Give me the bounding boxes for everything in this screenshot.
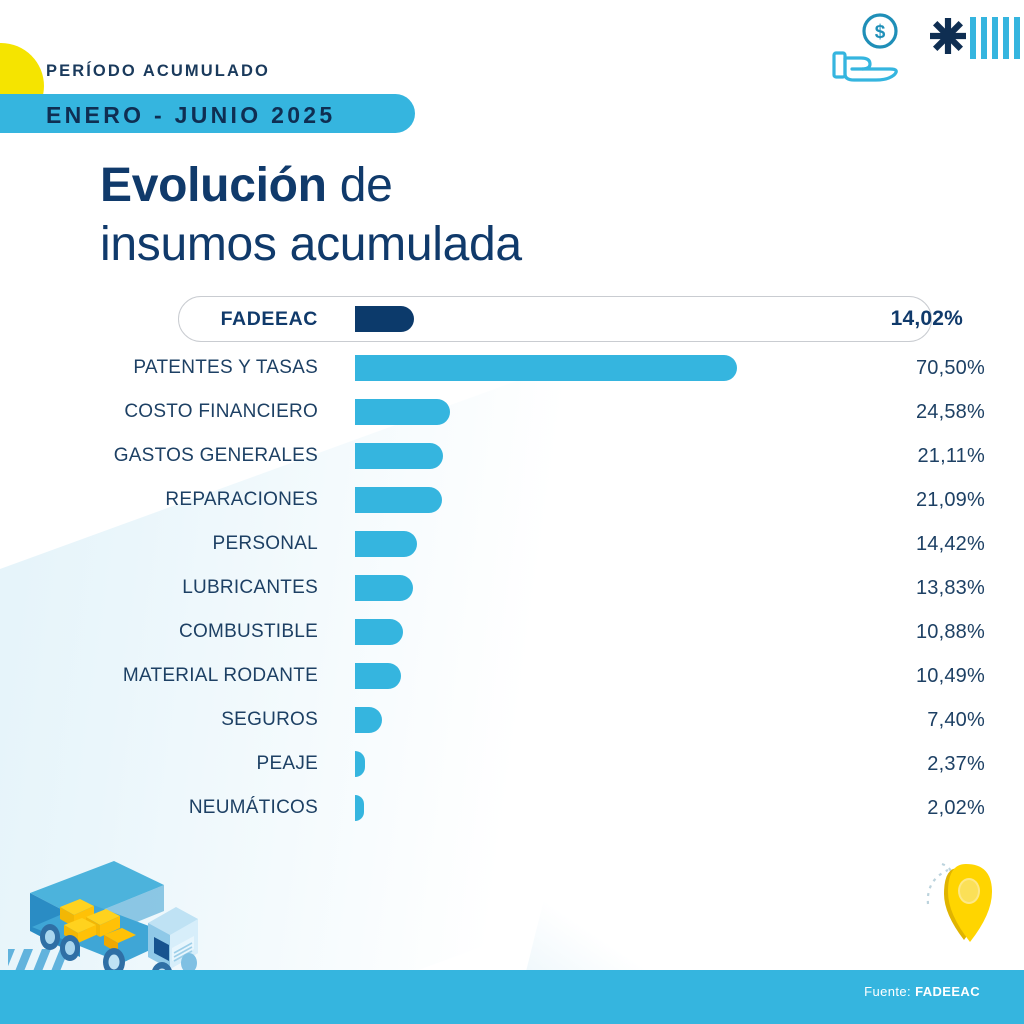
chart-row-track <box>355 795 835 821</box>
chart-row-track <box>355 619 835 645</box>
chart-row-track <box>355 663 835 689</box>
chart-row: PERSONAL 14,42% <box>0 522 1024 566</box>
bar-chart: FADEEAC 14,02% PATENTES Y TASAS 70,50% COSTO… <box>0 296 1024 830</box>
chart-row-value: 7,40% <box>927 708 985 731</box>
chart-row-value: 14,02% <box>890 307 963 330</box>
chart-row-track <box>355 707 835 733</box>
footer-source-name: FADEEAC <box>915 984 980 999</box>
chart-row: MATERIAL RODANTE 10,49% <box>0 654 1024 698</box>
page-title: Evolución de insumos acumulada <box>100 157 800 274</box>
chart-row-track <box>355 399 835 425</box>
chart-row-track <box>355 751 835 777</box>
chart-row-label: NEUMÁTICOS <box>188 797 318 818</box>
chart-row-label: REPARACIONES <box>165 489 318 510</box>
chart-row-label: PERSONAL <box>212 533 318 554</box>
chart-row-track <box>355 531 835 557</box>
chart-row-bar <box>355 531 417 557</box>
chart-row-bar <box>355 443 443 469</box>
chart-row-bar <box>355 795 364 821</box>
chart-row-bar <box>355 619 403 645</box>
chart-row-value: 21,09% <box>915 488 985 511</box>
chart-row: COSTO FINANCIERO 24,58% <box>0 390 1024 434</box>
chart-row-label: SEGUROS <box>221 709 318 730</box>
cargo-truck-illustration <box>0 845 308 1000</box>
chart-row: FADEEAC 14,02% <box>0 296 1024 342</box>
chart-row-bar <box>355 355 737 381</box>
chart-row: NEUMÁTICOS 2,02% <box>0 786 1024 830</box>
chart-row-bar <box>355 575 413 601</box>
bar-group-icon <box>970 17 1020 59</box>
chart-row: LUBRICANTES 13,83% <box>0 566 1024 610</box>
chart-row-label: PATENTES Y TASAS <box>133 357 318 378</box>
chart-row-track <box>355 487 835 513</box>
chart-row-label: COMBUSTIBLE <box>179 621 318 642</box>
chart-row-value: 10,88% <box>915 620 985 643</box>
chart-row-value: 10,49% <box>915 664 985 687</box>
location-pin-illustration <box>918 858 1014 963</box>
chart-row-value: 14,42% <box>915 532 985 555</box>
chart-row-label: LUBRICANTES <box>182 577 318 598</box>
chart-row-label: FADEEAC <box>220 307 318 330</box>
period-label: ENERO - JUNIO 2025 <box>46 102 336 128</box>
chart-row: PATENTES Y TASAS 70,50% <box>0 346 1024 390</box>
footer-source: Fuente: FADEEAC <box>864 984 980 999</box>
chart-row-value: 24,58% <box>915 400 985 423</box>
chart-row-value: 13,83% <box>915 576 985 599</box>
chart-row-label: GASTOS GENERALES <box>113 445 318 466</box>
highlight-pill <box>178 296 932 342</box>
chart-row-bar <box>355 399 450 425</box>
chart-row-label: PEAJE <box>256 753 318 774</box>
page-title-bold: Evolución <box>100 159 327 212</box>
page-title-rest: de <box>326 159 393 212</box>
page-title-line2: insumos acumulada <box>100 217 522 271</box>
chart-row-bar <box>355 707 382 733</box>
chart-row: SEGUROS 7,40% <box>0 698 1024 742</box>
hand-holding-dollar-icon: $ <box>828 12 914 87</box>
chart-row-bar <box>355 751 365 777</box>
chart-row-bar <box>355 663 401 689</box>
asterisk-icon <box>928 16 968 61</box>
chart-row: REPARACIONES 21,09% <box>0 478 1024 522</box>
chart-row-value: 21,11% <box>917 444 985 467</box>
footer-source-prefix: Fuente: <box>864 984 916 999</box>
chart-row: PEAJE 2,37% <box>0 742 1024 786</box>
chart-row-track <box>355 575 835 601</box>
chart-row-label: MATERIAL RODANTE <box>122 665 318 686</box>
chart-row-track <box>355 306 835 332</box>
period-kicker: PERÍODO ACUMULADO <box>46 62 270 80</box>
icon-cluster: $ <box>806 8 1020 87</box>
chart-row-value: 2,02% <box>927 796 985 819</box>
svg-text:$: $ <box>875 22 886 43</box>
chart-row-label: COSTO FINANCIERO <box>124 401 318 422</box>
chart-row-track <box>355 355 835 381</box>
chart-row-bar <box>355 487 442 513</box>
chart-row: COMBUSTIBLE 10,88% <box>0 610 1024 654</box>
chart-row-value: 2,37% <box>927 752 985 775</box>
chart-row-track <box>355 443 835 469</box>
chart-row-value: 70,50% <box>915 356 985 379</box>
period-pill: ENERO - JUNIO 2025 <box>0 94 415 133</box>
footer-band <box>0 970 1024 1024</box>
chart-row-bar <box>355 306 414 332</box>
chart-row: GASTOS GENERALES 21,11% <box>0 434 1024 478</box>
